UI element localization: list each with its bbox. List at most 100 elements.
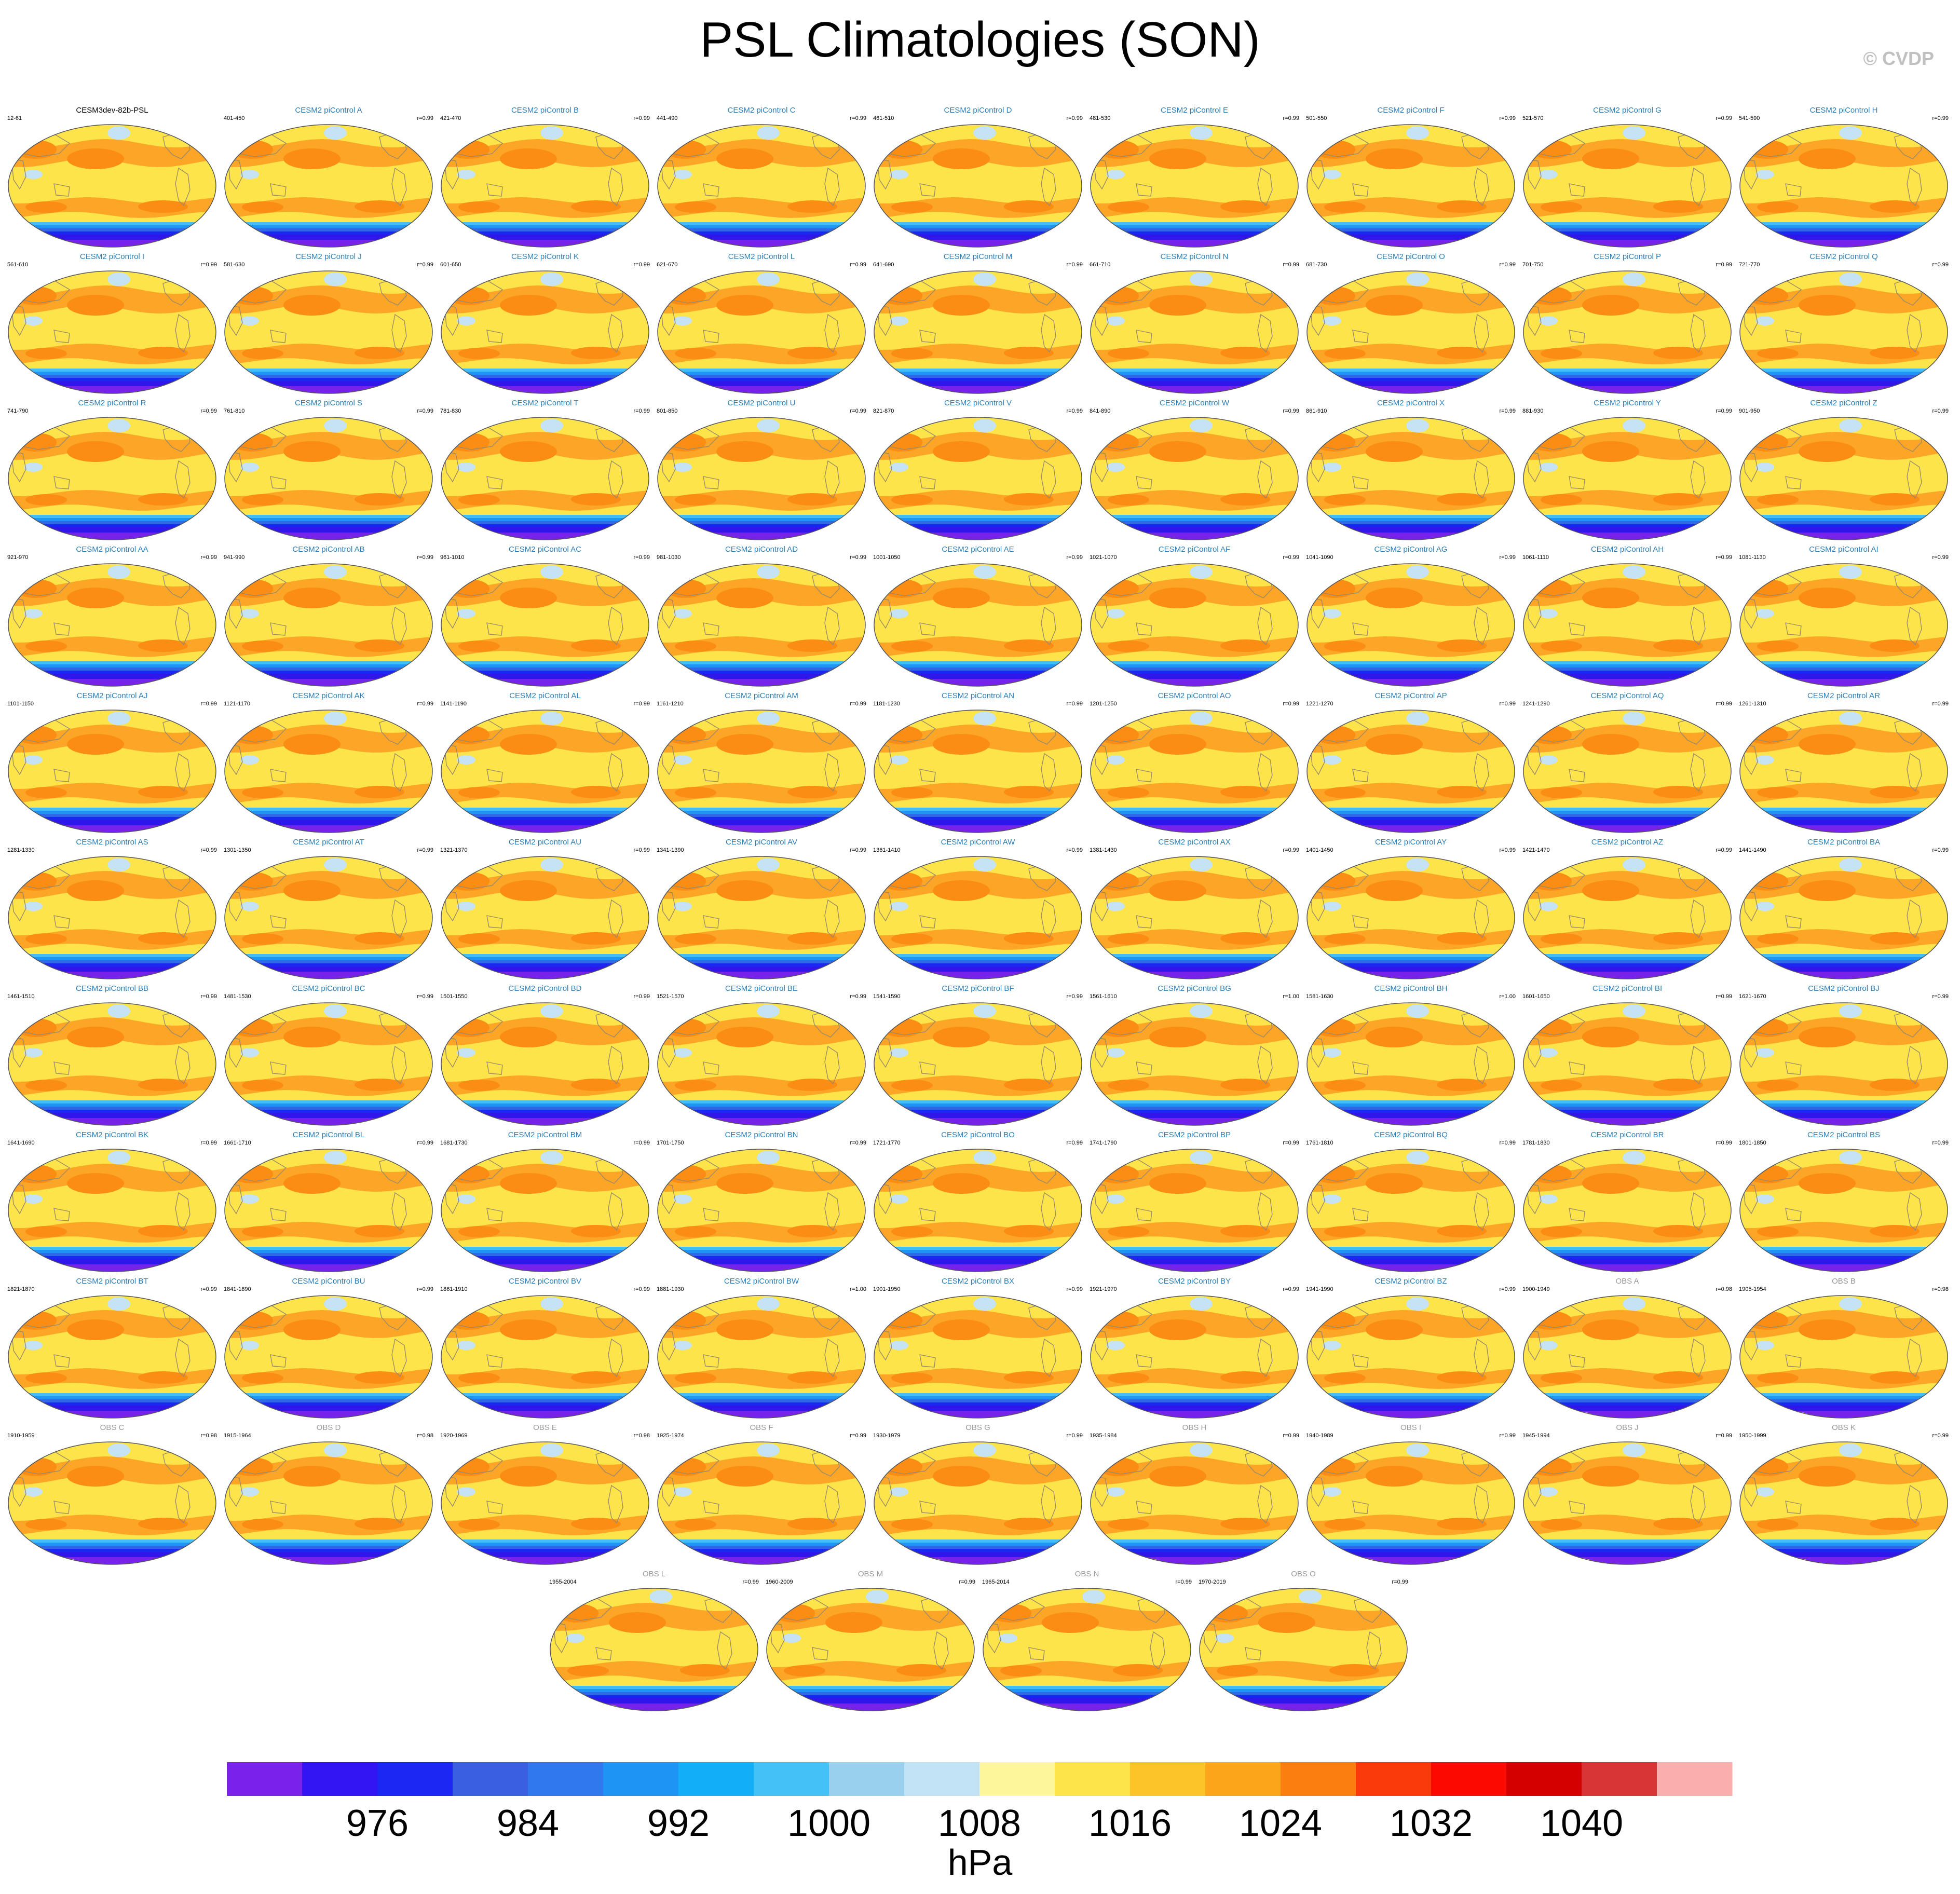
- map-border: [224, 1149, 433, 1272]
- icelandic-low: [1678, 856, 1709, 868]
- equatorial-low: [1755, 462, 1774, 472]
- continent-outline: [11, 744, 26, 775]
- circumpolar-trough-band: [1523, 825, 1731, 833]
- aleutian-low: [107, 565, 130, 579]
- north-pacific-high: [500, 441, 557, 462]
- continent-outline: [11, 451, 26, 483]
- map-border: [1523, 1002, 1732, 1126]
- aleutian-low: [757, 419, 780, 432]
- panel-years: 1201-1250: [1090, 701, 1117, 707]
- psl-map: [1523, 1441, 1732, 1565]
- circumpolar-trough-band: [8, 240, 216, 247]
- north-pacific-high: [1799, 1466, 1856, 1487]
- map-panel: CESM2 piControl G 521-570 r=0.99: [1521, 106, 1733, 251]
- icelandic-low-core: [171, 1298, 186, 1304]
- panel-title: OBS D: [316, 1423, 341, 1432]
- map-border: [874, 563, 1082, 687]
- continent-outline: [227, 305, 243, 336]
- icelandic-low-core: [171, 712, 186, 718]
- equatorial-low: [24, 609, 43, 618]
- continent-outline: [11, 305, 26, 336]
- continent-outline: [703, 1061, 719, 1075]
- panel-years: 1901-1950: [873, 1286, 901, 1292]
- map-panel: CESM2 piControl O 681-730 r=0.99: [1305, 252, 1517, 398]
- indian-ocean-high: [891, 1372, 933, 1384]
- panel-title: CESM2 piControl S: [294, 399, 363, 407]
- psl-map: [8, 563, 216, 687]
- aleutian-low: [1406, 272, 1429, 286]
- circumpolar-trough-band: [8, 825, 216, 833]
- equatorial-low: [890, 1487, 908, 1496]
- map-panel: CESM2 piControl AB 941-990 r=0.99: [223, 545, 434, 690]
- psl-map: [1523, 856, 1732, 979]
- icelandic-low: [1895, 1003, 1926, 1015]
- continent-outline: [1257, 1045, 1273, 1085]
- south-pacific-high: [571, 200, 621, 213]
- map-panel: CESM2 piControl BQ 1761-1810 r=0.99: [1305, 1130, 1517, 1276]
- continent-outline: [1136, 915, 1152, 929]
- map-panel: CESM2 piControl AJ 1101-1150 r=0.99: [6, 691, 218, 837]
- indian-ocean-high: [242, 1519, 283, 1530]
- aleutian-low: [757, 126, 780, 140]
- panel-title: CESM2 piControl AW: [941, 838, 1015, 847]
- map-border: [441, 1295, 649, 1419]
- south-pacific-high: [1437, 1371, 1487, 1384]
- circumpolar-trough-band: [874, 1264, 1082, 1272]
- map-border: [657, 1295, 866, 1419]
- panel-years: 481-530: [1090, 115, 1111, 121]
- north-pacific-high: [283, 588, 341, 608]
- map-border: [441, 417, 649, 540]
- icelandic-low-core: [1037, 859, 1052, 865]
- panel-correlation: r=0.98: [1716, 1286, 1733, 1292]
- map-panel: OBS I 1940-1989 r=0.99: [1305, 1423, 1517, 1569]
- psl-map: [983, 1588, 1191, 1711]
- aleutian-low: [757, 1297, 780, 1311]
- map-panel: CESM2 piControl BE 1521-1570 r=0.99: [656, 984, 867, 1129]
- panel-title: CESM2 piControl AJ: [76, 691, 148, 700]
- north-pacific-high: [1582, 1466, 1639, 1487]
- circumpolar-trough-band: [8, 533, 216, 540]
- panel-correlation: r=0.99: [850, 1140, 867, 1146]
- continent-outline: [53, 476, 70, 489]
- map-border: [657, 1002, 866, 1126]
- panel-title: CESM2 piControl BH: [1374, 984, 1448, 993]
- continent-outline: [1352, 183, 1369, 197]
- continent-outline: [1690, 167, 1706, 207]
- continent-outline: [486, 769, 503, 782]
- icelandic-low-core: [388, 1298, 402, 1304]
- circumpolar-trough-band: [441, 386, 649, 393]
- panel-years: 1621-1670: [1739, 993, 1766, 1000]
- panel-years: 1955-2004: [549, 1579, 577, 1585]
- icelandic-low: [1245, 1296, 1276, 1307]
- panel-title: CESM2 piControl H: [1809, 106, 1878, 115]
- aleutian-low: [973, 712, 996, 725]
- icelandic-low: [812, 856, 843, 868]
- continent-outline: [660, 890, 676, 922]
- circumpolar-trough-band: [8, 1557, 216, 1564]
- map-border: [1523, 417, 1732, 540]
- continent-outline: [1743, 1037, 1758, 1068]
- north-pacific-high: [716, 880, 773, 901]
- continent-outline: [824, 753, 840, 792]
- psl-map: [224, 1002, 433, 1126]
- psl-map: [657, 1295, 866, 1419]
- psl-map: [8, 1441, 216, 1565]
- continent-outline: [270, 622, 287, 636]
- icelandic-low-core: [821, 1005, 835, 1011]
- aleutian-low: [973, 1443, 996, 1457]
- continent-outline: [270, 183, 287, 197]
- map-border: [224, 417, 433, 540]
- north-pacific-high: [933, 1173, 990, 1194]
- equatorial-low: [673, 462, 692, 472]
- psl-map: [224, 124, 433, 248]
- continent-outline: [1785, 622, 1802, 636]
- circumpolar-trough-band: [1740, 679, 1948, 686]
- icelandic-low: [163, 417, 194, 429]
- equatorial-low: [673, 1048, 692, 1057]
- continent-outline: [703, 769, 719, 782]
- north-pacific-high: [1366, 880, 1423, 901]
- north-pacific-high: [1799, 1319, 1856, 1340]
- panel-years: 1930-1979: [873, 1433, 901, 1439]
- panel-title: CESM2 piControl A: [295, 106, 362, 115]
- map-panel: CESM2 piControl T 781-830 r=0.99: [439, 399, 651, 544]
